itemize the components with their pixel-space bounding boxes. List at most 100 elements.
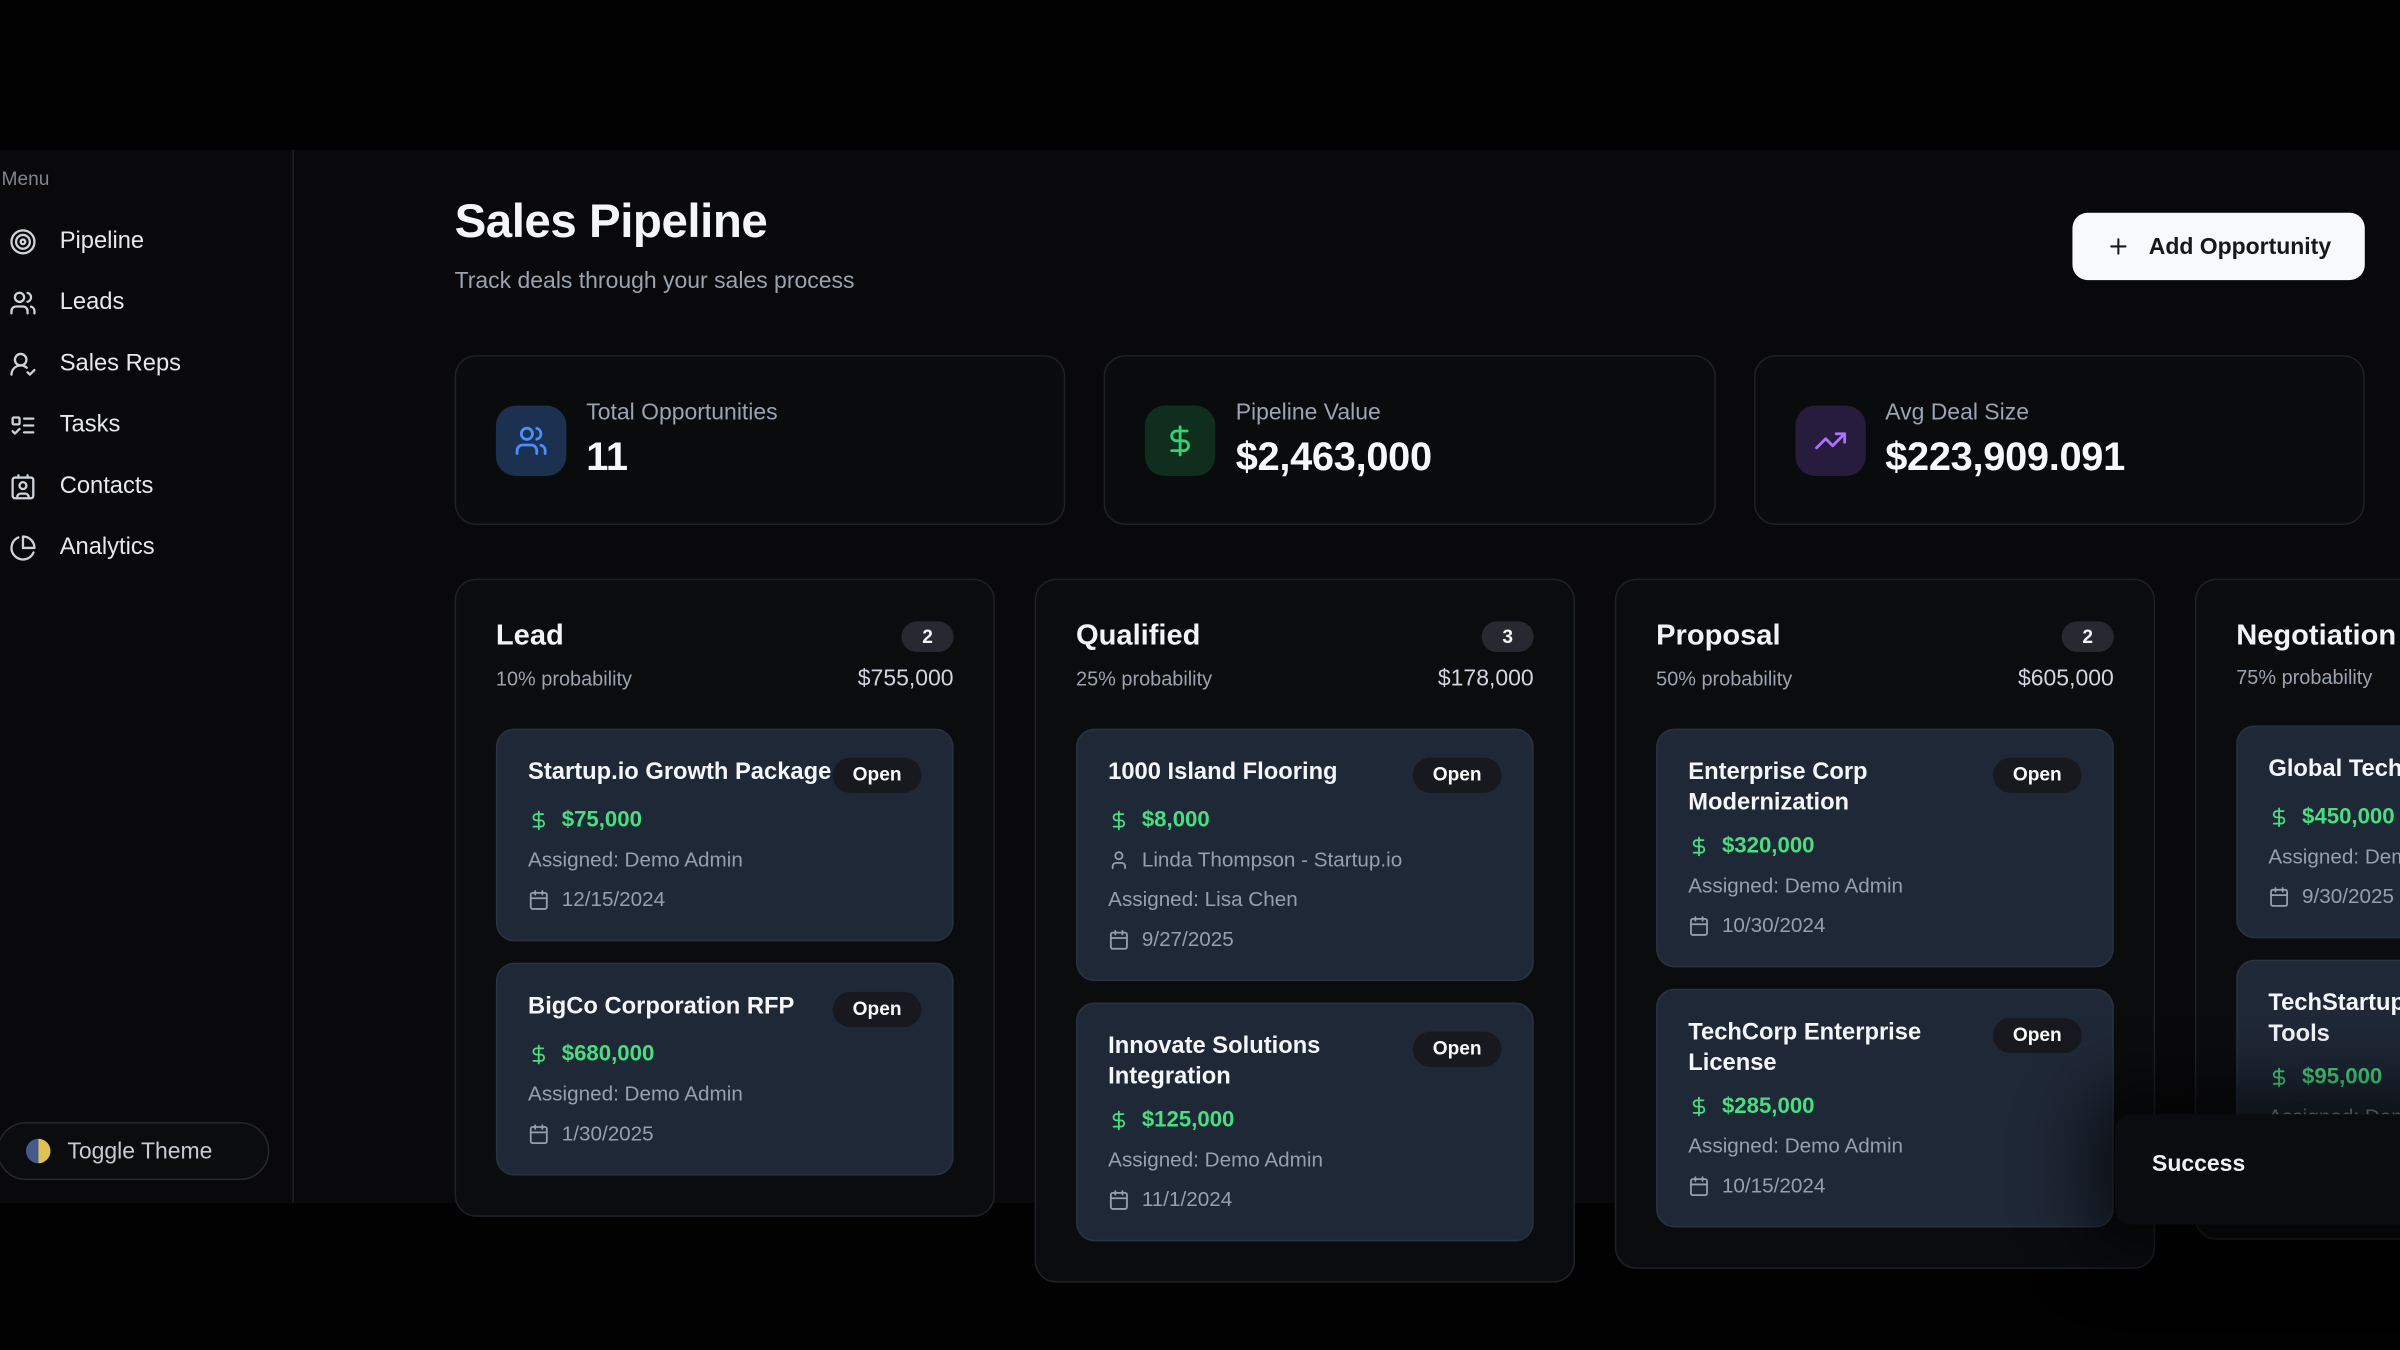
column-total-value: $178,000 [1437, 665, 1534, 692]
stat-label: Avg Deal Size [1885, 399, 2029, 426]
page-header: Sales Pipeline Track deals through your … [454, 194, 2365, 294]
deal-card[interactable]: 1000 Island Flooring Open $8,000 Linda T… [1076, 728, 1534, 982]
deal-amount: $95,000 [2302, 1065, 2383, 1090]
sidebar-item-leads[interactable]: Leads [2, 272, 278, 333]
page-title: Sales Pipeline [454, 194, 768, 248]
stats-row: Total Opportunities 11 Pipeline Value $2… [454, 355, 2365, 525]
deal-card[interactable]: Enterprise Corp Modernization Open $320,… [1656, 728, 2114, 968]
deal-date-row: 12/15/2024 [528, 886, 921, 912]
dollar-icon [1112, 810, 1126, 831]
deal-contact-row: Linda Thompson - Startup.io [1108, 846, 1501, 872]
column-probability: 25% probability [1076, 667, 1213, 691]
stat-label: Pipeline Value [1235, 399, 1381, 426]
deal-status-badge: Open [1412, 757, 1502, 793]
column-count-badge: 2 [2061, 621, 2114, 653]
deal-assigned-row: Assigned: Demo Admin [528, 1081, 921, 1107]
calendar-icon [1690, 915, 1708, 936]
deal-amount: $680,000 [561, 1042, 655, 1067]
deal-amount: $285,000 [1721, 1094, 1815, 1119]
deal-assigned-row: Assigned: Demo Admin [528, 846, 921, 872]
deal-title: Innovate Solutions Integration [1108, 1033, 1321, 1090]
dollar-icon [1692, 836, 1706, 857]
deal-assigned-row: Assigned: Demo Admin [1688, 1133, 2081, 1159]
sidebar: Menu Pipeline Leads Sales Reps Tasks [0, 149, 294, 1204]
deal-title: Startup.io Growth Package [528, 759, 832, 786]
deal-assigned-row: Assigned: Demo Admin [1688, 872, 2081, 898]
deal-assigned: Assigned: Demo Admin [1688, 1134, 1904, 1158]
toast-success: Success [2115, 1114, 2400, 1225]
deal-amount-row: $95,000 [2268, 1065, 2400, 1090]
stat-value: 11 [586, 433, 628, 480]
column-total-value: $755,000 [857, 665, 954, 692]
deal-card[interactable]: Startup.io Growth Package Open $75,000 A… [495, 728, 954, 942]
column-probability: 50% probability [1656, 667, 1793, 691]
deal-contact: Linda Thompson - Startup.io [1141, 847, 1403, 871]
deal-amount: $8,000 [1141, 808, 1210, 833]
deal-amount-row: $285,000 [1688, 1094, 2081, 1119]
deal-date: 9/27/2025 [1141, 927, 1234, 951]
sidebar-nav: Pipeline Leads Sales Reps Tasks Contacts [2, 211, 278, 578]
calendar-icon [1690, 1175, 1708, 1196]
column-title: Lead [495, 619, 564, 653]
main-content: Sales Pipeline Track deals through your … [294, 150, 2400, 1283]
deal-card[interactable]: Innovate Solutions Integration Open $125… [1076, 1002, 1534, 1242]
sidebar-item-pipeline[interactable]: Pipeline [2, 211, 278, 272]
sidebar-item-sales-reps[interactable]: Sales Reps [2, 334, 278, 395]
sidebar-item-analytics[interactable]: Analytics [2, 517, 278, 578]
stat-card-total-opportunities: Total Opportunities 11 [454, 355, 1066, 525]
pie-chart-icon [10, 535, 36, 561]
target-icon [10, 229, 36, 255]
dollar-icon [532, 810, 545, 831]
deal-title: BigCo Corporation RFP [528, 993, 795, 1020]
column-cards: Enterprise Corp Modernization Open $320,… [1656, 728, 2114, 1228]
calendar-icon [2270, 886, 2289, 906]
add-opportunity-button[interactable]: Add Opportunity [2072, 212, 2365, 281]
toggle-theme-label: Toggle Theme [67, 1138, 213, 1165]
user-check-icon [10, 352, 36, 376]
deal-assigned-row: Assigned: Demo Admin [2268, 843, 2400, 869]
deal-status-badge: Open [832, 757, 922, 793]
dollar-icon [532, 1044, 545, 1065]
deal-assigned: Assigned: Demo Admin [1688, 873, 1904, 897]
pipeline-column: Qualified 3 25% probability $178,000 100… [1034, 578, 1575, 1283]
deal-card[interactable]: Global Tech Expansion Open $450,000 Assi… [2236, 725, 2400, 939]
deal-status-badge: Open [1992, 1017, 2082, 1054]
users-icon [495, 404, 567, 476]
toggle-theme-button[interactable]: Toggle Theme [0, 1121, 270, 1181]
deal-assigned-row: Assigned: Demo Admin [1108, 1146, 1501, 1172]
column-probability: 10% probability [495, 667, 632, 691]
deal-date-row: 9/30/2025 [2268, 883, 2400, 909]
moon-icon [26, 1138, 51, 1164]
sidebar-item-label: Pipeline [59, 228, 145, 255]
column-total-value: $605,000 [2017, 665, 2114, 692]
column-title: Qualified [1076, 619, 1201, 653]
pipeline-column: Lead 2 10% probability $755,000 Startup.… [454, 578, 995, 1217]
dollar-icon [1145, 404, 1216, 476]
deal-date: 10/15/2024 [1721, 1173, 1826, 1197]
deal-date: 12/15/2024 [561, 887, 666, 911]
deal-assigned: Assigned: Demo Admin [528, 847, 743, 871]
deal-date: 10/30/2024 [1721, 913, 1826, 937]
deal-date: 1/30/2025 [561, 1121, 654, 1145]
stat-label: Total Opportunities [586, 399, 778, 426]
dollar-icon [1692, 1096, 1706, 1117]
deal-card[interactable]: BigCo Corporation RFP Open $680,000 Assi… [495, 962, 954, 1176]
calendar-icon [1109, 929, 1128, 949]
deal-date-row: 10/30/2024 [1688, 912, 2081, 938]
deal-amount: $450,000 [2302, 805, 2395, 830]
deal-title: Global Tech Expansion [2268, 756, 2400, 783]
stat-value: $223,909.091 [1885, 433, 2125, 480]
sidebar-menu-label: Menu [1, 168, 50, 190]
sidebar-item-tasks[interactable]: Tasks [2, 395, 278, 456]
sidebar-item-contacts[interactable]: Contacts [2, 456, 278, 517]
column-count-badge: 3 [1481, 621, 1534, 653]
app-window: Menu Pipeline Leads Sales Reps Tasks [0, 149, 2400, 1283]
column-count-badge: 2 [901, 621, 954, 653]
deal-date-row: 11/1/2024 [1108, 1186, 1501, 1212]
sidebar-item-label: Analytics [59, 534, 155, 561]
dollar-icon [1112, 1110, 1126, 1131]
plus-icon [2109, 238, 2127, 255]
deal-card[interactable]: TechCorp Enterprise License Open $285,00… [1656, 988, 2114, 1228]
deal-amount-row: $125,000 [1108, 1108, 1501, 1133]
